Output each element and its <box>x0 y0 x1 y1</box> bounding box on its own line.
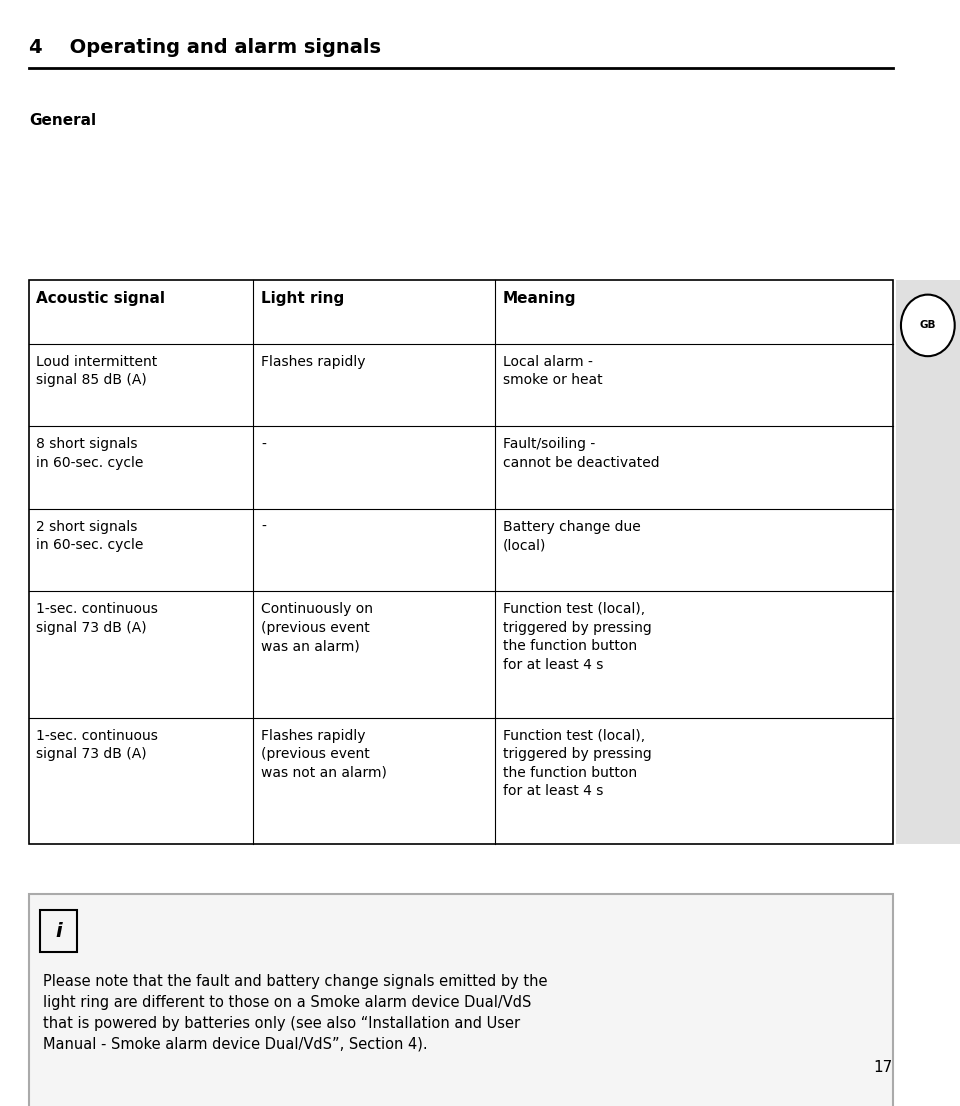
Text: 17: 17 <box>874 1060 893 1075</box>
Text: Please note that the fault and battery change signals emitted by the
light ring : Please note that the fault and battery c… <box>43 974 548 1052</box>
Text: 8 short signals
in 60-sec. cycle: 8 short signals in 60-sec. cycle <box>36 438 144 470</box>
Text: Acoustic signal: Acoustic signal <box>36 291 165 306</box>
Text: 1-sec. continuous
signal 73 dB (A): 1-sec. continuous signal 73 dB (A) <box>36 603 158 635</box>
Text: Light ring: Light ring <box>261 291 345 306</box>
Bar <box>29 280 893 844</box>
Text: Flashes rapidly
(previous event
was not an alarm): Flashes rapidly (previous event was not … <box>261 729 387 780</box>
Text: -: - <box>261 520 266 534</box>
Text: General: General <box>29 113 96 128</box>
Text: 1-sec. continuous
signal 73 dB (A): 1-sec. continuous signal 73 dB (A) <box>36 729 158 761</box>
Circle shape <box>900 294 954 356</box>
Text: GB: GB <box>920 321 936 331</box>
Text: Fault/soiling -
cannot be deactivated: Fault/soiling - cannot be deactivated <box>503 438 660 470</box>
Text: Continuously on
(previous event
was an alarm): Continuously on (previous event was an a… <box>261 603 373 654</box>
Text: Loud intermittent
signal 85 dB (A): Loud intermittent signal 85 dB (A) <box>36 355 157 387</box>
Text: Flashes rapidly: Flashes rapidly <box>261 355 366 369</box>
Text: 2 short signals
in 60-sec. cycle: 2 short signals in 60-sec. cycle <box>36 520 144 552</box>
Text: Battery change due
(local): Battery change due (local) <box>503 520 640 552</box>
Bar <box>896 280 960 844</box>
Text: Local alarm -
smoke or heat: Local alarm - smoke or heat <box>503 355 603 387</box>
Text: Meaning: Meaning <box>503 291 577 306</box>
Text: Function test (local),
triggered by pressing
the function button
for at least 4 : Function test (local), triggered by pres… <box>503 729 652 797</box>
Text: 4    Operating and alarm signals: 4 Operating and alarm signals <box>29 39 381 58</box>
Text: i: i <box>56 921 61 940</box>
Text: -: - <box>261 438 266 451</box>
Text: Function test (local),
triggered by pressing
the function button
for at least 4 : Function test (local), triggered by pres… <box>503 603 652 671</box>
Bar <box>29 894 893 1106</box>
Bar <box>40 910 77 952</box>
